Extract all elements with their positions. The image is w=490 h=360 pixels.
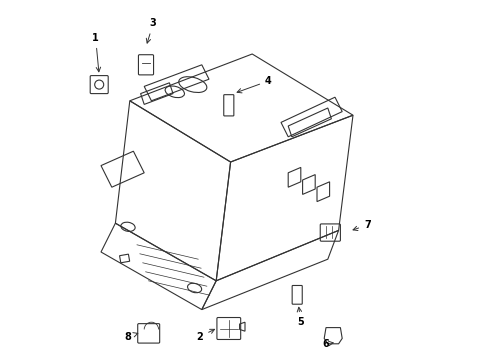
- Bar: [120, 254, 130, 263]
- Text: 2: 2: [196, 329, 215, 342]
- Text: 6: 6: [322, 339, 333, 349]
- Text: 7: 7: [353, 220, 371, 230]
- Text: 8: 8: [124, 332, 138, 342]
- Text: 4: 4: [237, 76, 272, 93]
- Text: 5: 5: [297, 307, 304, 327]
- Text: 3: 3: [147, 18, 157, 43]
- Text: 1: 1: [92, 33, 100, 72]
